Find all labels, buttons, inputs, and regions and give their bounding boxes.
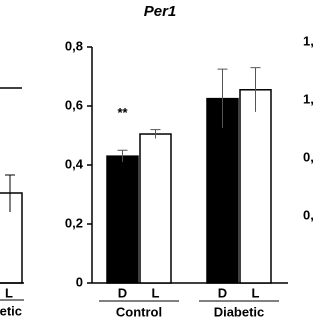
fragment-label: L bbox=[5, 285, 13, 300]
annotation: ** bbox=[117, 105, 128, 120]
bar bbox=[106, 155, 139, 284]
bar bbox=[139, 133, 172, 284]
bar bbox=[206, 97, 239, 284]
series-label: D bbox=[218, 285, 227, 300]
series-label: D bbox=[118, 285, 127, 300]
chart-title: Per1 bbox=[144, 3, 177, 20]
series-label: L bbox=[152, 285, 160, 300]
y-tick-label: 0,4 bbox=[65, 156, 84, 171]
x-tick-label: Control bbox=[116, 304, 162, 319]
y-tick-label: 0,6 bbox=[65, 97, 83, 112]
fragment-tick: 1, bbox=[303, 33, 314, 48]
x-tick-label: Diabetic bbox=[214, 304, 265, 319]
y-tick-label: 0 bbox=[76, 274, 83, 289]
y-tick-label: 0,2 bbox=[65, 215, 83, 230]
fragment-label: Diabetic bbox=[0, 303, 22, 318]
fragment-tick: 0, bbox=[303, 207, 314, 222]
y-tick-label: 0,8 bbox=[65, 38, 83, 53]
fragment-tick: 0, bbox=[303, 149, 314, 164]
fragment-bar bbox=[0, 192, 23, 284]
bar bbox=[239, 89, 272, 284]
fragment-tick: 1, bbox=[303, 91, 314, 106]
series-label: L bbox=[252, 285, 260, 300]
